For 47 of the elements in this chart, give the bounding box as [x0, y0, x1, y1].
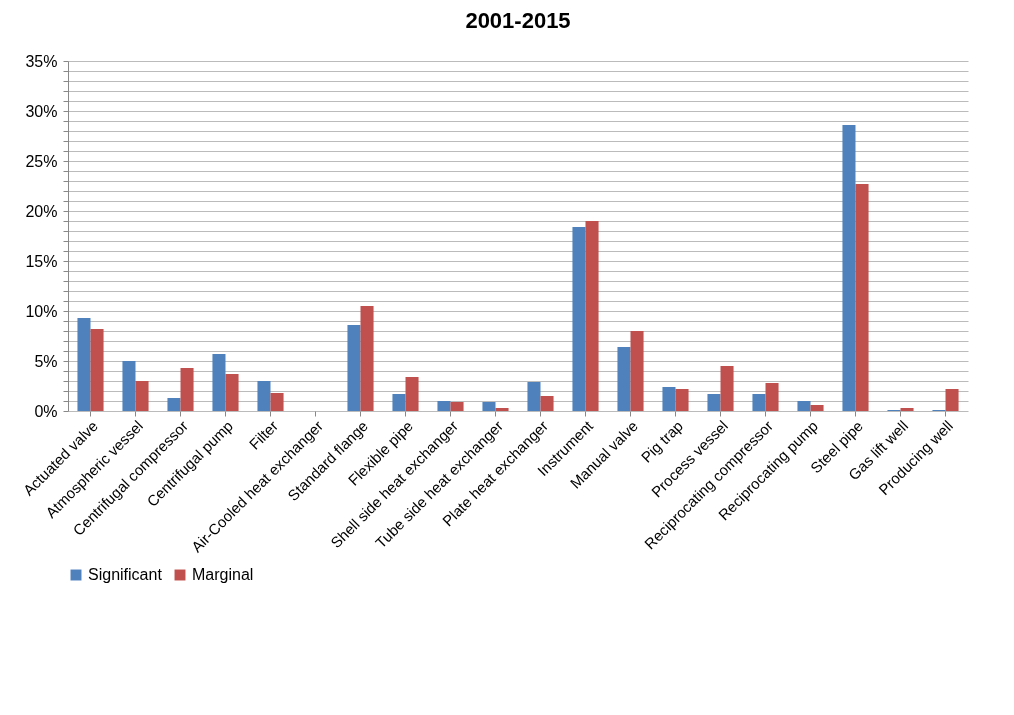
bar: [707, 394, 721, 411]
bar: [900, 408, 914, 411]
y-tick-label: 15%: [25, 252, 58, 270]
y-tick-label: 5%: [34, 352, 58, 370]
bar: [482, 402, 496, 411]
bar: [77, 318, 91, 411]
bar: [855, 184, 869, 411]
bar: [842, 125, 856, 411]
y-tick-label: 10%: [25, 302, 58, 320]
bar: [405, 377, 419, 411]
bar: [945, 389, 959, 411]
bar: [347, 325, 361, 411]
bar: [675, 389, 689, 411]
legend-label: Marginal: [192, 566, 254, 583]
bar: [797, 401, 811, 411]
bar: [527, 382, 541, 411]
bar: [180, 368, 194, 411]
bar: [122, 361, 136, 411]
bar: [135, 381, 149, 411]
bar: [720, 366, 734, 411]
y-tick-label: 35%: [25, 52, 58, 70]
bar: [212, 354, 226, 411]
y-tick-label: 20%: [25, 202, 58, 220]
bar: [270, 393, 284, 411]
bar: [810, 405, 824, 411]
bar: [585, 221, 599, 411]
bar: [765, 383, 779, 411]
y-tick-label: 30%: [25, 102, 58, 120]
bar: [225, 374, 239, 411]
chart-title: 2001-2015: [465, 8, 571, 33]
bar: [437, 401, 451, 411]
bar: [630, 331, 644, 411]
bar: [360, 306, 374, 411]
bar: [572, 227, 586, 411]
legend-label: Significant: [88, 566, 163, 583]
bar: [495, 408, 509, 411]
bar: [257, 381, 271, 411]
bar: [450, 402, 464, 411]
bar: [167, 398, 181, 411]
bar: [392, 394, 406, 411]
y-tick-label: 0%: [34, 402, 58, 420]
bar: [662, 387, 676, 411]
bar: [90, 329, 104, 411]
bar: [617, 347, 631, 411]
y-tick-label: 25%: [25, 152, 58, 170]
bar: [540, 396, 554, 411]
bar: [752, 394, 766, 411]
